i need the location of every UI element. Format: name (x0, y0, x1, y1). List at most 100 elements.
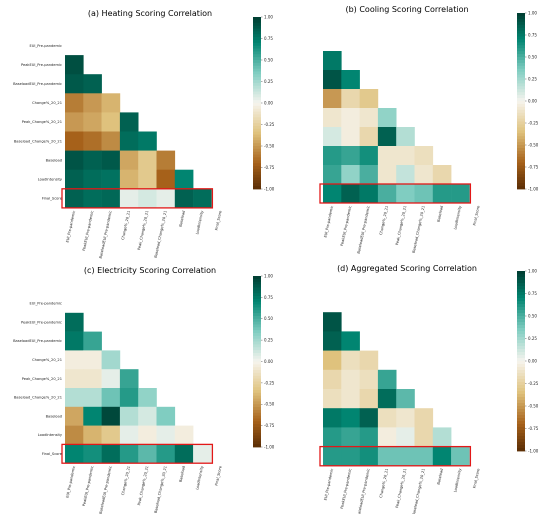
colorbar-segment (253, 39, 261, 44)
heatmap-cell (396, 446, 415, 467)
heatmap-cell (377, 446, 397, 467)
colorbar-segment (517, 24, 525, 29)
colorbar-tick-label: 0.75 (528, 291, 537, 296)
heatmap-cell (119, 188, 139, 209)
colorbar-segment (517, 349, 525, 353)
y-tick-label: Change%_20_21 (32, 358, 62, 362)
chart-title: (d) Aggregated Scoring Correlation (337, 264, 477, 273)
heatmap-cell (65, 169, 84, 190)
colorbar-segment (517, 445, 525, 449)
heatmap-cell (174, 425, 194, 445)
colorbar-segment (517, 358, 525, 362)
heatmap-cell (65, 150, 84, 170)
colorbar-tick-label: -0.50 (264, 143, 275, 148)
y-tick-label: Final_Score (42, 452, 63, 456)
colorbar-segment (253, 429, 261, 434)
colorbar-segment (253, 120, 261, 124)
heatmap-cell (119, 406, 139, 426)
colorbar-segment (253, 427, 261, 431)
heatmap-cell (138, 150, 157, 170)
colorbar-segment (253, 71, 261, 75)
colorbar-segment (253, 415, 261, 419)
colorbar-segment (517, 310, 525, 314)
colorbar-segment (253, 367, 261, 371)
heatmap-cell (359, 146, 379, 166)
heatmap-cell (83, 331, 102, 351)
heatmap-cell (341, 446, 360, 467)
colorbar-tick-label: 0.50 (528, 54, 537, 59)
heatmap-cell (101, 112, 121, 132)
colorbar-segment (253, 100, 261, 104)
colorbar-segment (517, 62, 525, 67)
colorbar-segment (253, 333, 261, 337)
colorbar-segment (517, 150, 525, 155)
colorbar-segment (517, 71, 525, 75)
heatmap-cell (341, 350, 360, 371)
colorbar-tick-label: 1.00 (528, 10, 537, 15)
colorbar-segment (517, 355, 525, 359)
x-tick-label: Peak_Change%_20_21 (395, 205, 407, 245)
colorbar-segment (253, 62, 261, 67)
heatmap-cell (323, 184, 342, 204)
heatmap-cell (341, 369, 360, 390)
heatmap-cell (119, 369, 139, 389)
colorbar-segment (517, 15, 525, 20)
colorbar-segment (253, 103, 261, 107)
colorbar-segment (517, 295, 525, 299)
colorbar-segment (253, 131, 261, 135)
heatmap-cell (83, 350, 102, 370)
colorbar-segment (253, 404, 261, 408)
heatmap-cell (174, 188, 194, 209)
heatmap-cell (156, 169, 176, 190)
y-tick-label: Peak_Change%_20_21 (22, 377, 62, 381)
colorbar-segment (517, 80, 525, 84)
colorbar-segment (517, 352, 525, 356)
heatmap-cell (396, 165, 415, 185)
colorbar-tick-label: -0.75 (264, 423, 275, 428)
colorbar-segment (253, 108, 261, 112)
colorbar-segment (253, 358, 261, 362)
colorbar-segment (253, 381, 261, 385)
colorbar-segment (517, 361, 525, 365)
colorbar-tick-label: 0.00 (264, 359, 273, 364)
colorbar-tick-label: 0.25 (264, 79, 273, 84)
heatmap-cell (65, 369, 84, 389)
heatmap-cell (323, 331, 342, 351)
heatmap-cell (323, 369, 342, 390)
colorbar-segment (517, 319, 525, 323)
heatmap-cell (65, 131, 84, 151)
heatmap-cell (65, 93, 84, 113)
colorbar-tick-label: 0.50 (264, 316, 273, 321)
heatmap-cell (359, 165, 379, 185)
colorbar-segment (253, 48, 261, 52)
colorbar-segment (253, 293, 261, 297)
heatmap-cell (323, 389, 342, 409)
colorbar-segment (253, 355, 261, 360)
colorbar-segment (517, 162, 525, 166)
heatmap-cell (414, 446, 434, 467)
heatmap-cell (323, 446, 342, 467)
colorbar-segment (253, 134, 261, 138)
y-tick-label: LoadIntensity (38, 177, 63, 181)
y-tick-label: LoadIntensity (38, 433, 63, 437)
chart-title: (c) Electricity Scoring Correlation (84, 266, 216, 275)
x-tick-label: BaseloadEUI_Pre-pandemic (99, 210, 113, 259)
colorbar-segment (253, 321, 261, 325)
colorbar-segment (253, 384, 261, 388)
heatmap-cell (138, 425, 157, 445)
colorbar-segment (517, 115, 525, 119)
colorbar-tick-label: -0.75 (528, 426, 539, 431)
colorbar-segment (517, 388, 525, 392)
colorbar-segment (253, 125, 261, 130)
heatmap-cell (414, 427, 434, 447)
colorbar-segment (253, 387, 261, 391)
colorbar-tick-label: 0.00 (264, 100, 273, 105)
colorbar-tick-label: 0.50 (528, 313, 537, 318)
heatmap-cell (119, 425, 139, 445)
colorbar-segment (253, 68, 261, 72)
chart-title: (b) Cooling Scoring Correlation (345, 5, 468, 14)
colorbar-segment (517, 77, 525, 81)
heatmap-cell (341, 70, 360, 90)
heatmap-cell (101, 388, 121, 408)
colorbar-tick-label: -0.50 (528, 142, 539, 147)
